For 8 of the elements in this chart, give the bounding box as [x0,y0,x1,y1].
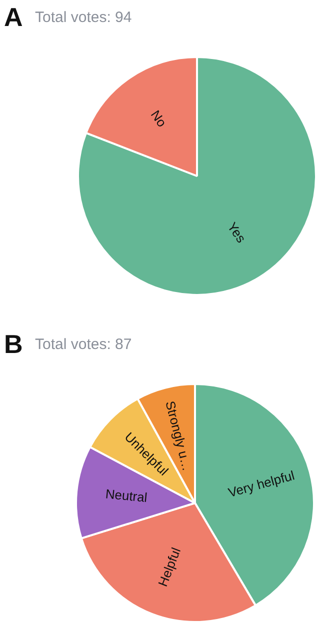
slice-label: Yes [224,219,250,246]
slice-label: No [148,107,170,130]
chart-title: Total votes: 87 [35,336,132,353]
text: B [4,329,23,360]
chart-title: Total votes: 94 [35,9,132,26]
slice-label: Very helpful [226,468,296,500]
text: A [4,2,23,33]
slice-label: Neutral [104,486,148,506]
